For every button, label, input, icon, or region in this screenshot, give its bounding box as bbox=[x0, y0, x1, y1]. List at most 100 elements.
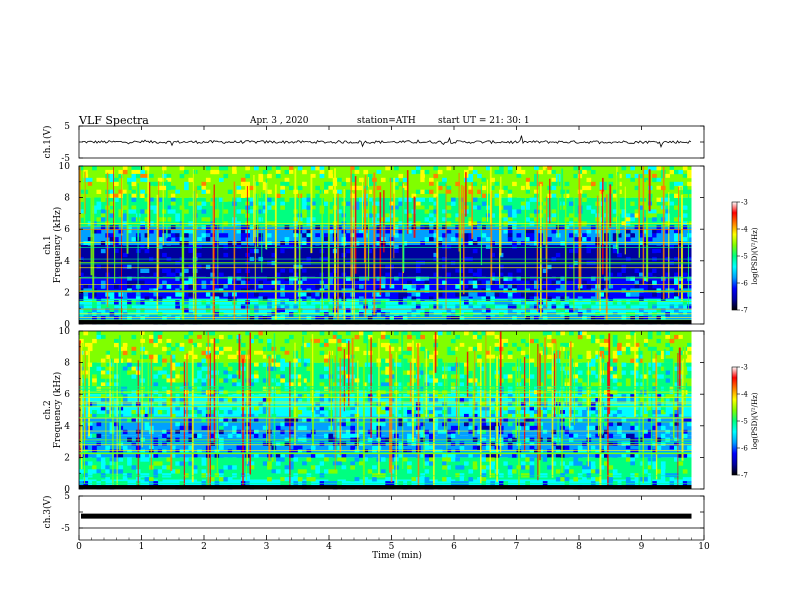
spectrogram-cell bbox=[656, 177, 662, 183]
spectrogram-cell bbox=[271, 233, 277, 238]
spectrogram-cell bbox=[643, 241, 649, 246]
spectrogram-cell bbox=[131, 217, 137, 222]
spectrogram-cell bbox=[324, 193, 329, 198]
spectrogram-cell bbox=[468, 425, 474, 431]
spectrogram-cell bbox=[485, 457, 491, 462]
spectrogram-cell bbox=[525, 304, 530, 309]
spectrogram-cell bbox=[665, 241, 670, 246]
spectrogram-cell bbox=[324, 189, 329, 194]
spectrogram-cell bbox=[83, 370, 89, 375]
spectrogram-cell bbox=[219, 233, 224, 238]
spectrogram-cell bbox=[109, 209, 115, 214]
spectrogram-cell bbox=[175, 292, 180, 297]
spectrogram-cell bbox=[656, 252, 662, 258]
spectrogram-cell bbox=[166, 429, 172, 435]
spectrogram-cell bbox=[100, 264, 106, 270]
spectrogram-cell bbox=[170, 366, 176, 371]
spectrogram-cell bbox=[170, 370, 176, 375]
spectrogram-cell bbox=[503, 429, 509, 435]
spectrogram-cell bbox=[499, 276, 504, 281]
spectrogram-cell bbox=[499, 284, 504, 289]
spectrogram-cell bbox=[542, 469, 548, 474]
spectrogram-cell bbox=[407, 433, 412, 438]
spectrogram-cell bbox=[608, 477, 614, 482]
spectrogram-cell bbox=[678, 312, 684, 317]
spectrogram-cell bbox=[236, 280, 242, 285]
spectrogram-cell bbox=[494, 346, 500, 352]
spectrogram-cell bbox=[131, 189, 137, 194]
spectrogram-cell bbox=[402, 177, 408, 183]
spectrogram-cell bbox=[79, 181, 84, 187]
spectrogram-cell bbox=[184, 169, 189, 175]
spectrogram-cell bbox=[494, 264, 500, 270]
spectrogram-cell bbox=[564, 300, 570, 305]
spectrogram-cell bbox=[363, 331, 369, 336]
spectrogram-cell bbox=[577, 334, 583, 340]
spectrogram-cell bbox=[507, 366, 513, 371]
spectrogram-cell bbox=[232, 382, 237, 387]
spectrogram-cell bbox=[639, 280, 644, 285]
spectrogram-cell bbox=[398, 300, 404, 305]
spectrogram-cell bbox=[687, 276, 692, 281]
spectrogram-cell bbox=[109, 469, 115, 474]
spectrogram-cell bbox=[446, 374, 452, 379]
spectrogram-cell bbox=[275, 252, 281, 258]
spectrogram-cell bbox=[345, 284, 351, 289]
spectrogram-cell bbox=[372, 354, 377, 359]
spectrogram-cell bbox=[153, 209, 159, 214]
spectrogram-cell bbox=[586, 205, 592, 210]
spectrogram-cell bbox=[205, 177, 211, 183]
spectrogram-cell bbox=[634, 185, 640, 191]
spectrogram-cell bbox=[529, 406, 535, 411]
spectrogram-cell bbox=[551, 334, 557, 340]
spectrogram-cell bbox=[569, 209, 574, 214]
spectrogram-cell bbox=[507, 421, 513, 427]
spectrogram-cell bbox=[240, 342, 246, 348]
spectrogram-cell bbox=[166, 394, 172, 399]
spectrogram-cell bbox=[184, 193, 189, 198]
spectrogram-cell bbox=[477, 268, 482, 273]
spectrogram-cell bbox=[345, 331, 351, 336]
spectrogram-cell bbox=[170, 465, 176, 470]
spectrogram-cell bbox=[87, 342, 93, 348]
spectrogram-cell bbox=[538, 421, 544, 427]
spectrogram-cell bbox=[105, 350, 110, 356]
spectrogram-cell bbox=[284, 197, 290, 202]
spectrogram-cell bbox=[442, 429, 447, 435]
spectrogram-cell bbox=[499, 308, 504, 313]
spectrogram-cell bbox=[455, 362, 460, 367]
spectrogram-cell bbox=[105, 469, 110, 474]
spectrogram-cell bbox=[520, 185, 526, 191]
spectrogram-cell bbox=[481, 193, 487, 198]
spectrogram-cell bbox=[577, 331, 583, 336]
spectrogram-cell bbox=[87, 421, 93, 427]
spectrogram-cell bbox=[284, 362, 290, 367]
spectrogram-cell bbox=[92, 374, 97, 379]
spectrogram-cell bbox=[367, 189, 373, 194]
spectrogram-cell bbox=[625, 169, 631, 175]
spectrogram-cell bbox=[179, 166, 185, 171]
spectrogram-cell bbox=[512, 406, 517, 411]
spectrogram-cell bbox=[551, 378, 557, 383]
spectrogram-cell bbox=[402, 433, 408, 438]
spectrogram-cell bbox=[407, 410, 412, 415]
spectrogram-cell bbox=[534, 429, 539, 435]
spectrogram-cell bbox=[179, 398, 185, 403]
spectrogram-cell bbox=[551, 177, 557, 183]
spectrogram-cell bbox=[114, 284, 119, 289]
spectrogram-cell bbox=[175, 248, 180, 254]
spectrogram-cell bbox=[520, 201, 526, 206]
spectrogram-cell bbox=[236, 316, 242, 321]
spectrogram-cell bbox=[210, 441, 215, 446]
spectrogram-cell bbox=[188, 304, 194, 309]
spectrogram-cell bbox=[503, 217, 509, 222]
spectrogram-cell bbox=[258, 338, 264, 344]
spectrogram-cell bbox=[529, 354, 535, 359]
spectrogram-cell bbox=[446, 449, 452, 454]
spectrogram-cell bbox=[512, 181, 517, 187]
spectrogram-cell bbox=[289, 272, 294, 277]
spectrogram-cell bbox=[520, 413, 526, 419]
spectrogram-cell bbox=[437, 169, 443, 175]
spectrogram-cell bbox=[254, 417, 259, 423]
spectrogram-cell bbox=[586, 177, 592, 183]
